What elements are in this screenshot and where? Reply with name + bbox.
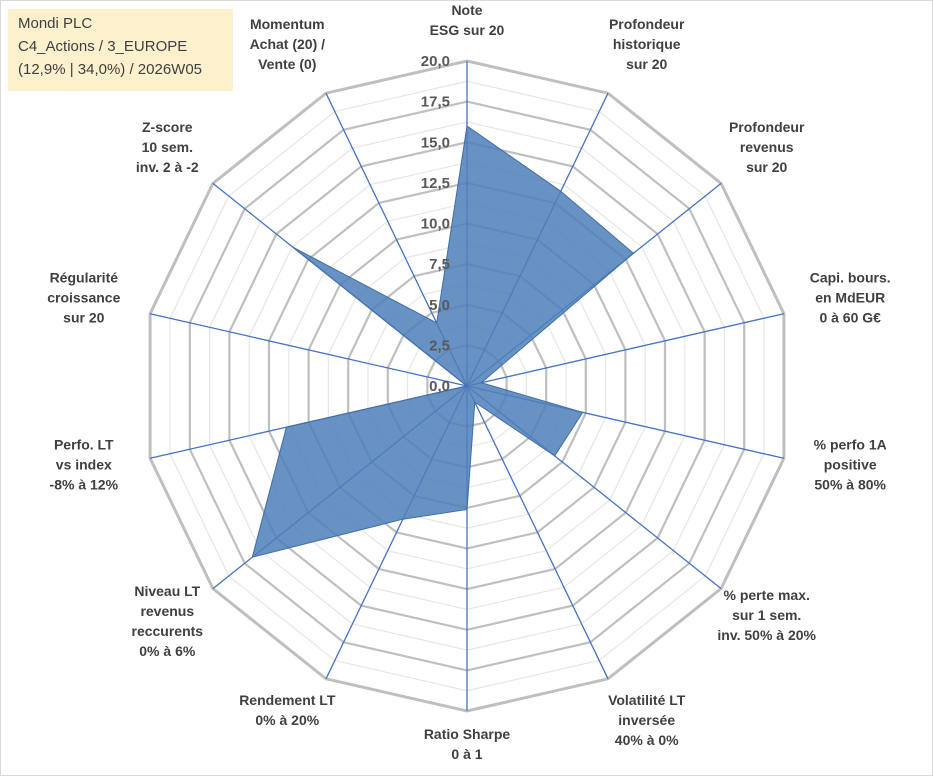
performance-week: (12,9% | 34,0%) / 2026W05: [18, 61, 202, 78]
info-box: Mondi PLC C4_Actions / 3_EUROPE (12,9% |…: [8, 9, 233, 91]
portfolio-category: C4_Actions / 3_EUROPE: [18, 38, 188, 55]
axis-label: % perte max. sur 1 sem. inv. 50% à 20%: [717, 587, 816, 643]
axis-spoke: [149, 313, 468, 387]
tick-label: 10,0: [421, 216, 450, 233]
tick-label: 5,0: [429, 297, 450, 314]
tick-label: 20,0: [421, 53, 450, 70]
axis-label: % perfo 1A positive 50% à 80%: [814, 436, 887, 492]
axis-label: Momentum Achat (20) / Vente (0): [250, 16, 326, 72]
tick-label: 17,5: [421, 94, 450, 111]
axis-label: Volatilité LT inversée 40% à 0%: [608, 692, 686, 748]
tick-label: 7,5: [429, 256, 450, 273]
axis-label: Note ESG sur 20: [430, 2, 505, 38]
radar-axis-labels: Note ESG sur 20 Profondeur historique sur 20…: [47, 2, 890, 762]
axis-label: Régularité croissance sur 20: [47, 270, 120, 326]
tick-label: 12,5: [421, 175, 450, 192]
tick-label: 15,0: [421, 134, 450, 151]
axis-label: Ratio Sharpe 0 à 1: [424, 726, 511, 762]
company-name: Mondi PLC: [18, 15, 93, 32]
axis-label: Profondeur revenus sur 20: [729, 119, 805, 175]
tick-label: 0,0: [429, 378, 450, 395]
axis-spoke: [466, 385, 609, 680]
axis-spoke: [466, 313, 785, 387]
axis-label: Niveau LT revenus reccurents 0% à 6%: [132, 583, 204, 659]
axis-label: Capi. bours. en MdEUR 0 à 60 G€: [810, 270, 891, 326]
tick-label: 2,5: [429, 337, 450, 354]
axis-label: Perfo. LT vs index -8% à 12%: [50, 436, 119, 492]
axis-label: Rendement LT 0% à 20%: [239, 692, 336, 728]
axis-label: Profondeur historique sur 20: [609, 16, 685, 72]
axis-label: Z-score 10 sem. inv. 2 à -2: [136, 119, 199, 175]
data-area: [251, 125, 635, 558]
radar-tick-labels: 0,0 2,5 5,0 7,5 10,0 12,5 15,0 17,5 20,0: [421, 53, 450, 395]
radar-series: [251, 125, 635, 558]
